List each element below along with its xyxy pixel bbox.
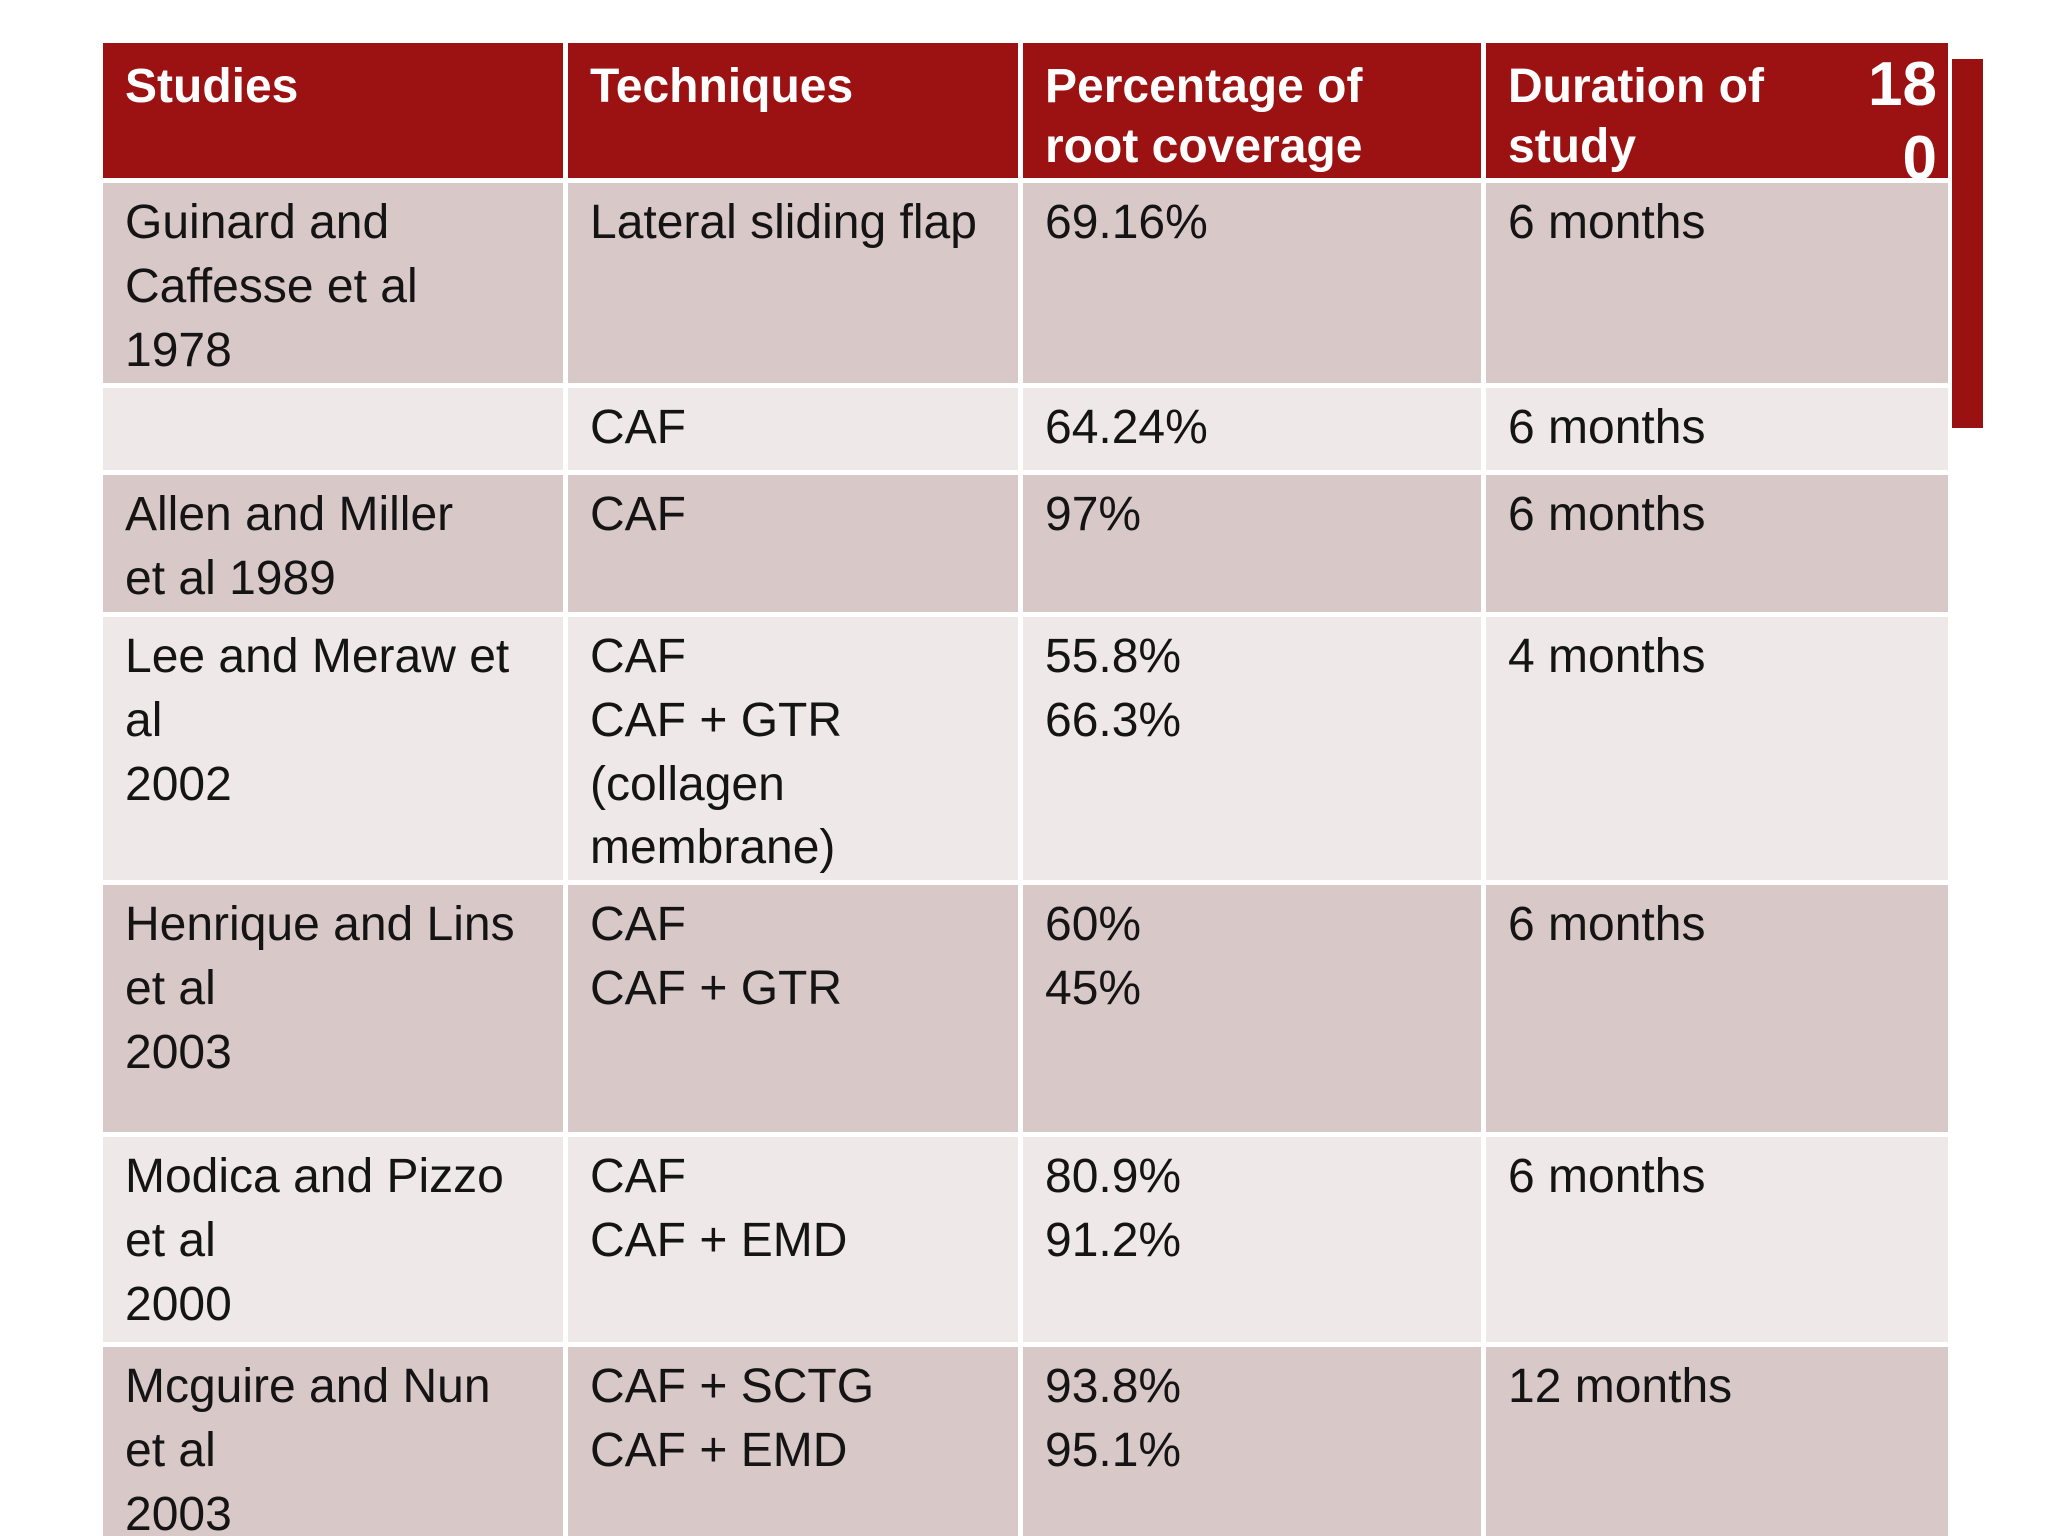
technique-cell: CAF CAF + GTR xyxy=(568,885,1018,1133)
study-cell xyxy=(103,388,563,470)
column-header-1: Techniques xyxy=(568,43,1018,178)
coverage-cell: 64.24% xyxy=(1023,388,1481,470)
coverage-cell: 93.8% 95.1% xyxy=(1023,1347,1481,1536)
coverage-cell: 60% 45% xyxy=(1023,885,1481,1133)
coverage-cell: 69.16% xyxy=(1023,183,1481,383)
duration-cell: 6 months xyxy=(1486,183,1948,383)
duration-cell: 6 months xyxy=(1486,1137,1948,1343)
column-header-3: Duration of study xyxy=(1486,43,1948,178)
duration-cell: 12 months xyxy=(1486,1347,1948,1536)
slide-page-number: 180 xyxy=(1868,50,1937,193)
duration-cell: 4 months xyxy=(1486,617,1948,881)
duration-cell: 6 months xyxy=(1486,388,1948,470)
column-header-0: Studies xyxy=(103,43,563,178)
technique-cell: CAF xyxy=(568,388,1018,470)
duration-cell: 6 months xyxy=(1486,475,1948,612)
duration-cell: 6 months xyxy=(1486,885,1948,1133)
technique-cell: CAF + SCTG CAF + EMD xyxy=(568,1347,1018,1536)
table-row: Mcguire and Nun et al 2003 CAF + SCTG CAF… xyxy=(103,1347,1948,1536)
studies-table: Studies Techniques Percentage of root cove… xyxy=(98,38,1953,1536)
table-row: Modica and Pizzo et al 2000 CAF CAF + EMD… xyxy=(103,1137,1948,1343)
table-row: Allen and Miller et al 1989 CAF 97% 6 month… xyxy=(103,475,1948,612)
study-cell: Mcguire and Nun et al 2003 xyxy=(103,1347,563,1536)
coverage-cell: 80.9% 91.2% xyxy=(1023,1137,1481,1343)
coverage-cell: 55.8% 66.3% xyxy=(1023,617,1481,881)
technique-cell: CAF CAF + GTR (collagen membrane) xyxy=(568,617,1018,881)
study-cell: Guinard and Caffesse et al 1978 xyxy=(103,183,563,383)
table-row: Henrique and Lins et al 2003 CAF CAF + GT… xyxy=(103,885,1948,1133)
column-header-2: Percentage of root coverage xyxy=(1023,43,1481,178)
table-row: Guinard and Caffesse et al 1978 Lateral s… xyxy=(103,183,1948,383)
technique-cell: CAF CAF + EMD xyxy=(568,1137,1018,1343)
table-header-row: Studies Techniques Percentage of root cove… xyxy=(103,43,1948,178)
table-row: Lee and Meraw et al 2002 CAF CAF + GTR (c… xyxy=(103,617,1948,881)
study-cell: Lee and Meraw et al 2002 xyxy=(103,617,563,881)
accent-bar xyxy=(1952,59,1983,428)
study-cell: Modica and Pizzo et al 2000 xyxy=(103,1137,563,1343)
coverage-cell: 97% xyxy=(1023,475,1481,612)
technique-cell: Lateral sliding flap xyxy=(568,183,1018,383)
table-row: CAF 64.24% 6 months xyxy=(103,388,1948,470)
study-cell: Allen and Miller et al 1989 xyxy=(103,475,563,612)
study-cell: Henrique and Lins et al 2003 xyxy=(103,885,563,1133)
technique-cell: CAF xyxy=(568,475,1018,612)
